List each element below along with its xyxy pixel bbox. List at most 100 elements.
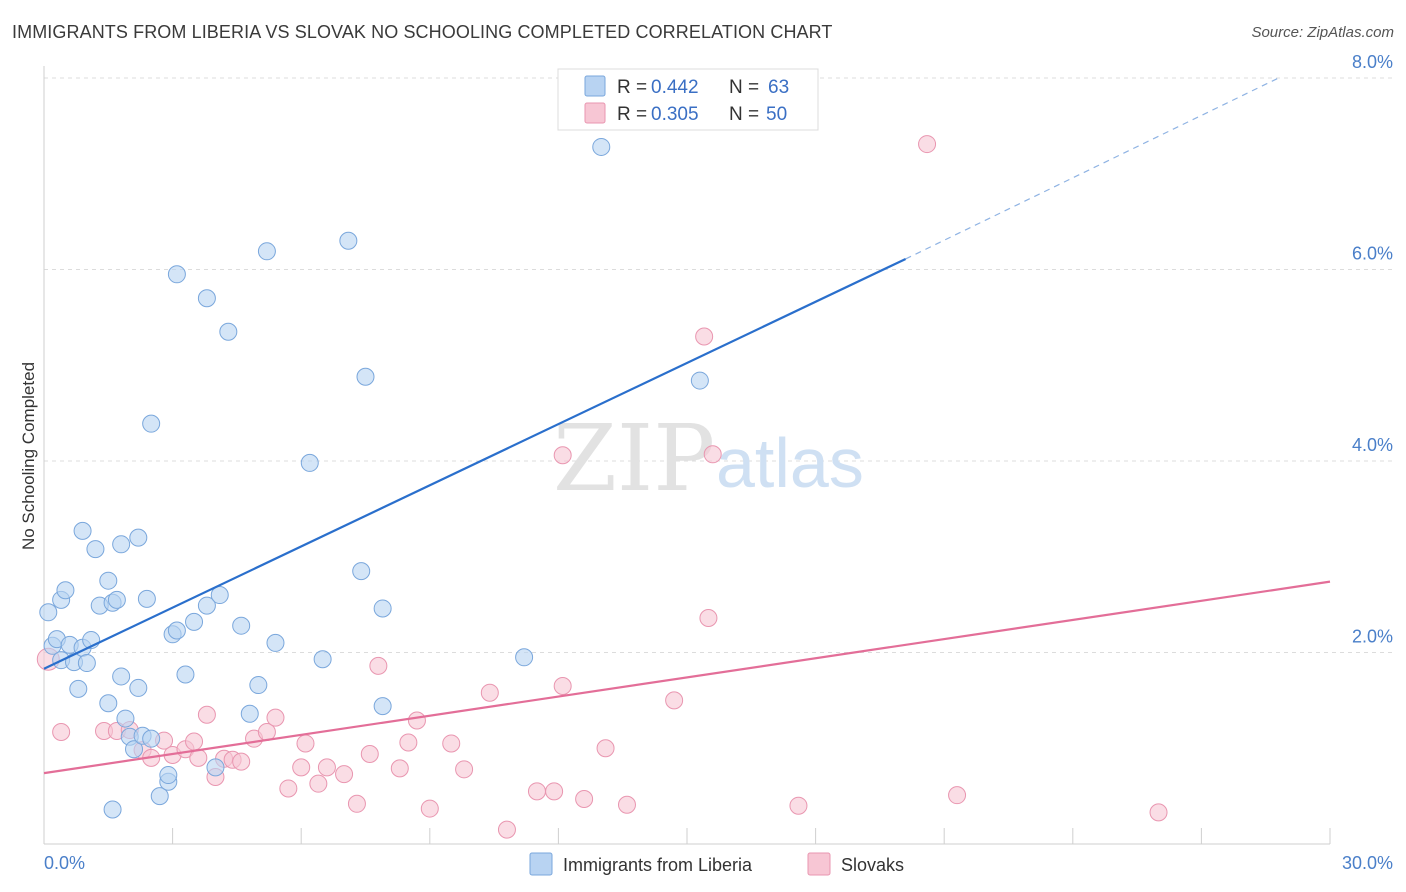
liberia-point-19 [107,590,126,609]
slovaks-point-23 [309,774,328,793]
liberia-point-15 [99,694,118,713]
liberia-point-45 [240,704,259,723]
liberia-point-42 [210,586,229,605]
slovaks-point-32 [420,799,439,818]
legend-r-label-2: R = [617,104,647,125]
legend-n-label-2: N = [729,104,759,125]
liberia-point-44 [232,616,251,635]
watermark-atlas: atlas [716,424,864,502]
liberia-point-16 [99,571,118,590]
liberia-point-33 [159,766,178,785]
y-tick-label-2: 6.0% [1352,244,1393,264]
slovaks-point-27 [360,744,379,763]
slovaks-point-48 [789,796,808,815]
liberia-point-35 [167,265,186,284]
watermark: ZIP atlas [553,405,864,512]
grid-lines [44,77,1392,653]
liberia-point-56 [515,648,534,667]
y-tick-label-3: 8.0% [1352,52,1393,72]
slovaks-point-20 [279,779,298,798]
liberia-point-43 [219,322,238,341]
liberia-point-47 [257,242,276,261]
liberia-point-50 [313,650,332,669]
liberia-point-41 [206,758,225,777]
x-tick-label-1: 30.0% [1342,853,1393,873]
liberia-point-40 [197,289,216,308]
liberia-point-58 [690,371,709,390]
liberia-point-21 [112,535,131,554]
liberia-point-25 [129,678,148,697]
liberia-point-30 [142,729,161,748]
liberia-point-11 [77,654,96,673]
liberia-point-54 [373,697,392,716]
slovaks-point-47 [553,446,572,465]
liberia-point-10 [73,521,92,540]
liberia-point-46 [249,676,268,695]
slovaks-point-42 [617,795,636,814]
liberia-point-51 [339,231,358,250]
liberia-trend-line [43,257,907,670]
liberia-point-49 [300,453,319,472]
slovaks-point-34 [455,760,474,779]
liberia-point-5 [56,581,75,600]
slovaks-point-46 [703,445,722,464]
bottom-legend: Immigrants from Liberia Slovaks [529,852,904,876]
source-label: Source: ZipAtlas.com [1251,24,1394,41]
liberia-point-31 [150,787,169,806]
slovaks-point-12 [197,705,216,724]
chart-title: IMMIGRANTS FROM LIBERIA VS SLOVAK NO SCH… [12,22,833,42]
liberia-trend-extension [905,77,1279,260]
slovaks-point-45 [699,609,718,628]
legend-n-value-2: 50 [766,104,787,125]
slovaks-point-19 [266,708,285,727]
trend-lines [43,77,1331,775]
liberia-point-29 [142,414,161,433]
liberia-point-52 [352,562,371,581]
slovaks-point-16 [232,752,251,771]
slovaks-point-44 [695,327,714,346]
slovaks-point-43 [665,691,684,710]
y-tick-labels: 2.0% 4.0% 6.0% 8.0% [1352,52,1393,647]
x-tick-label-0: 0.0% [44,853,85,873]
slovaks-point-31 [407,711,426,730]
axes [43,66,1331,845]
legend-swatch-liberia [584,75,606,97]
liberia-points [39,137,709,819]
slovaks-point-49 [918,135,937,154]
liberia-point-38 [185,612,204,631]
y-tick-label-1: 4.0% [1352,435,1393,455]
slovaks-point-28 [369,656,388,675]
slovaks-point-50 [948,786,967,805]
slovaks-point-33 [442,734,461,753]
bottom-legend-swatch-slovaks [807,852,831,876]
liberia-point-36 [167,621,186,640]
slovaks-point-22 [296,734,315,753]
slovaks-point-39 [553,677,572,696]
legend-r-label-1: R = [617,77,647,98]
legend-swatch-slovaks [584,102,606,124]
legend-r-value-2: 0.305 [651,104,699,125]
legend: R = 0.442 N = 63 R = 0.305 N = 50 [557,68,819,131]
liberia-point-48 [266,633,285,652]
slovaks-point-1 [52,722,71,741]
liberia-point-37 [176,665,195,684]
slovaks-point-37 [527,782,546,801]
bottom-legend-swatch-liberia [529,852,553,876]
liberia-point-28 [137,589,156,608]
liberia-point-8 [69,679,88,698]
slovaks-point-21 [292,758,311,777]
liberia-point-53 [356,367,375,386]
slovaks-point-51 [1149,803,1168,822]
liberia-point-20 [112,667,131,686]
liberia-point-39 [197,596,216,615]
slovaks-point-25 [335,765,354,784]
slovaks-point-40 [575,789,594,808]
slovaks-point-24 [317,758,336,777]
slovaks-point-41 [596,739,615,758]
slovaks-point-10 [185,732,204,751]
slovaks-point-38 [545,782,564,801]
bottom-legend-label-liberia: Immigrants from Liberia [563,855,753,875]
watermark-zip: ZIP [553,405,715,512]
liberia-point-18 [103,800,122,819]
